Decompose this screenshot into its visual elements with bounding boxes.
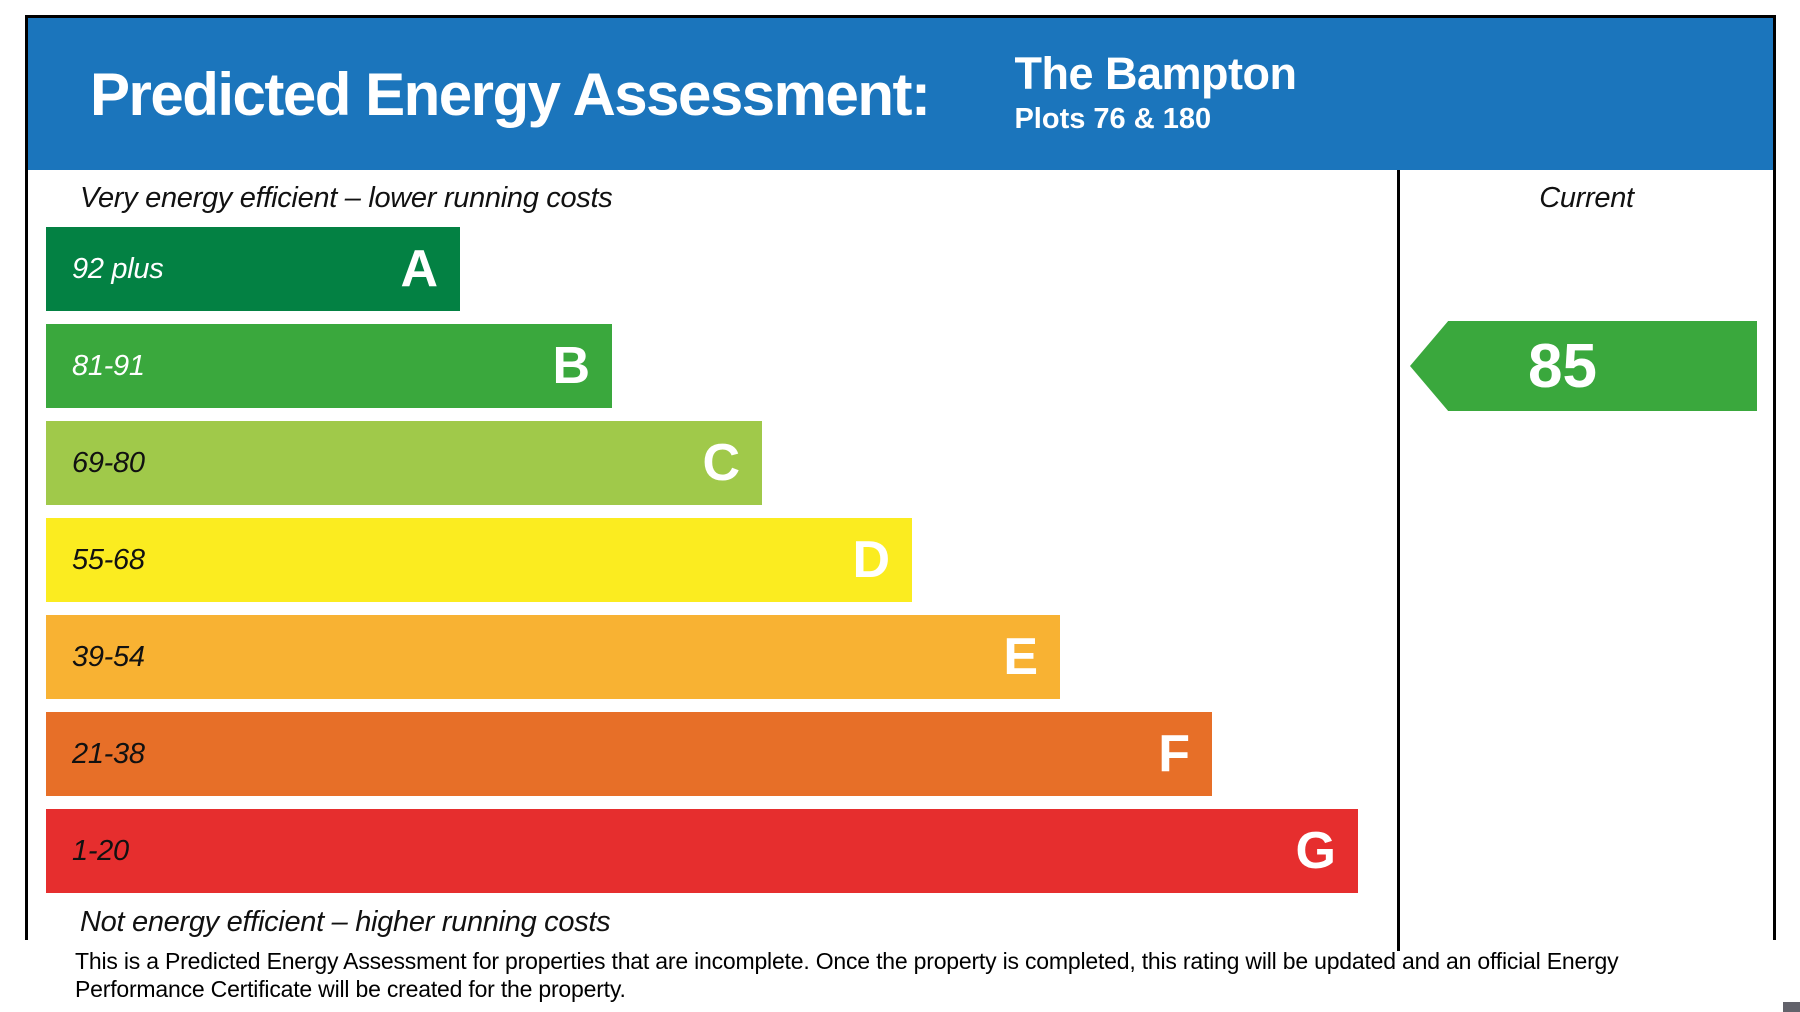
epc-band-row: 81-91 B <box>46 324 612 408</box>
property-name: The Bampton <box>1014 47 1297 99</box>
epc-chart: Very energy efficient – lower running co… <box>28 170 1773 951</box>
bottom-caption: Not energy efficient – higher running co… <box>80 906 611 938</box>
epc-band-list: 92 plus A 81-91 B 69-80 C 55-68 D 39-54 … <box>46 227 1376 893</box>
epc-band-row: 39-54 E <box>46 615 1060 699</box>
epc-band-row: 55-68 D <box>46 518 912 602</box>
band-range-label: 92 plus <box>72 252 164 285</box>
epc-band-row: 21-38 F <box>46 712 1212 796</box>
property-plots: Plots 76 & 180 <box>1014 102 1212 135</box>
current-rating-value: 85 <box>1528 331 1597 401</box>
band-letter: B <box>552 337 590 395</box>
band-range-label: 81-91 <box>72 349 145 382</box>
band-range-label: 69-80 <box>72 446 145 479</box>
epc-band-row: 69-80 C <box>46 421 762 505</box>
epc-bands-pane: Very energy efficient – lower running co… <box>28 170 1397 951</box>
band-letter: A <box>400 240 438 298</box>
band-letter: G <box>1295 822 1336 880</box>
band-letter: F <box>1158 725 1190 783</box>
footer-note: This is a Predicted Energy Assessment fo… <box>75 948 1619 1002</box>
energy-assessment-certificate: Predicted Energy Assessment: The Bampton… <box>25 15 1776 951</box>
epc-band-row: 92 plus A <box>46 227 460 311</box>
band-range-label: 39-54 <box>72 640 145 673</box>
band-letter: E <box>1003 628 1038 686</box>
current-rating-pane: Current 85 <box>1397 170 1773 951</box>
top-caption: Very energy efficient – lower running co… <box>80 182 613 214</box>
band-range-label: 21-38 <box>72 737 145 770</box>
property-info: The Bampton Plots 76 & 180 <box>1014 47 1297 136</box>
certificate-header: Predicted Energy Assessment: The Bampton… <box>28 18 1773 170</box>
corner-artifact <box>1783 1002 1800 1012</box>
current-rating-arrow: 85 <box>1410 321 1757 411</box>
band-range-label: 55-68 <box>72 543 145 576</box>
page-title: Predicted Energy Assessment: <box>90 60 931 128</box>
current-column-header: Current <box>1539 182 1634 214</box>
band-letter: C <box>702 434 740 492</box>
band-range-label: 1-20 <box>72 834 129 867</box>
band-letter: D <box>852 531 890 589</box>
epc-band-row: 1-20 G <box>46 809 1358 893</box>
